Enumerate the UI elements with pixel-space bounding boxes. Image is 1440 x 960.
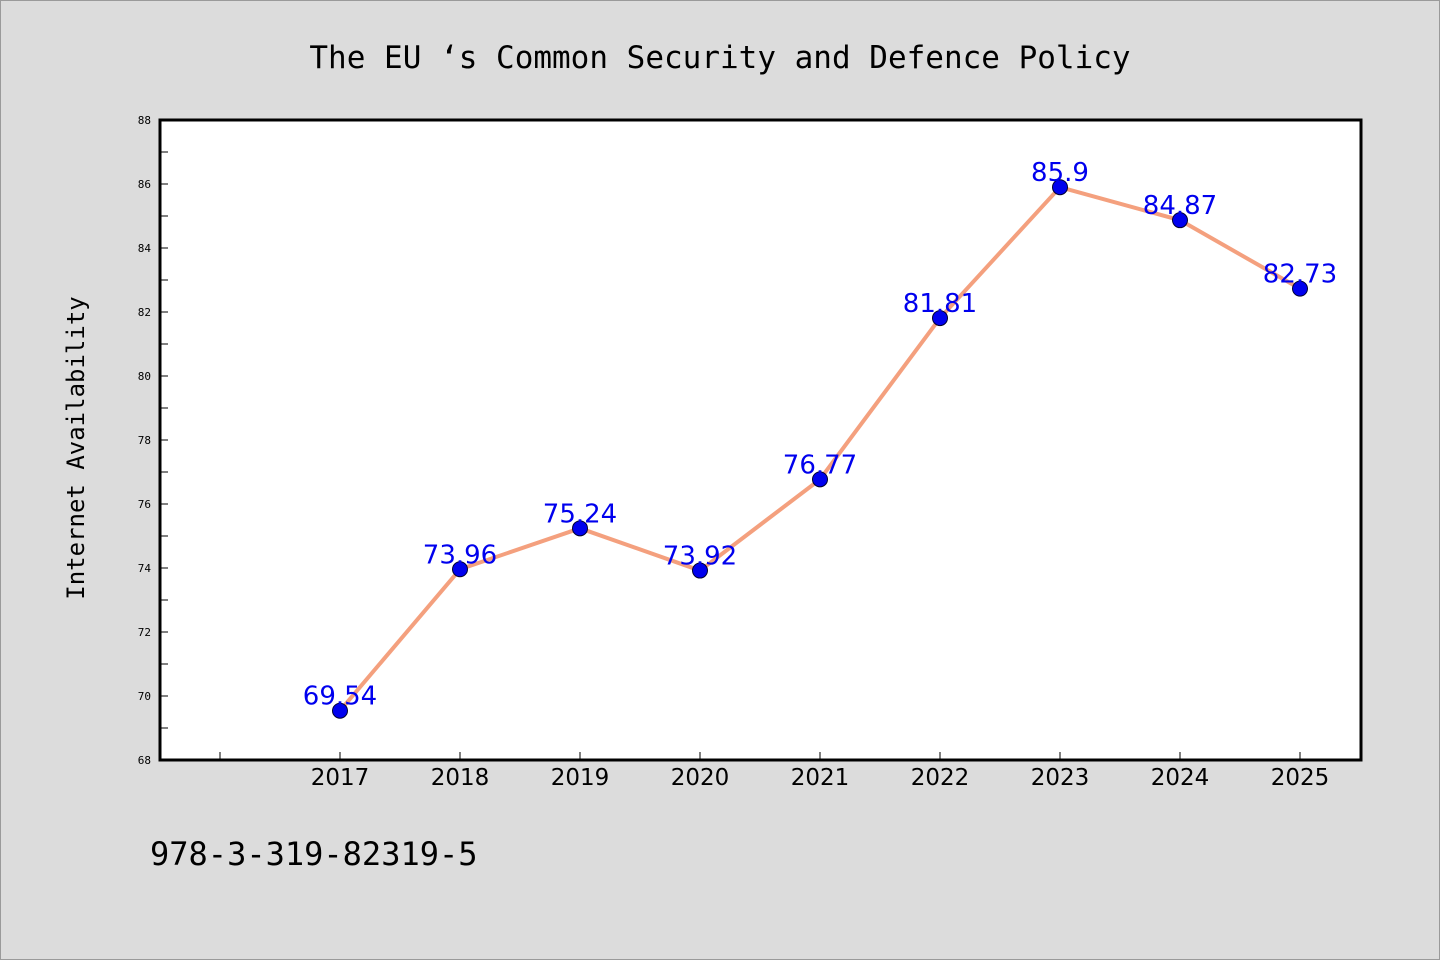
data-label-2022: 81.81 [903, 289, 977, 319]
y-tick-label: 82 [138, 306, 151, 319]
data-point-2019 [572, 520, 588, 537]
x-tick-label: 2017 [311, 765, 370, 791]
x-axis: 2017 2018 2019 2020 2021 2022 2023 2024 2025 [219, 752, 1330, 791]
y-tick-label: 86 [138, 178, 151, 191]
y-tick-label: 84 [138, 242, 152, 255]
markers-layer [332, 179, 1308, 719]
x-tick-label: 2018 [431, 765, 490, 791]
y-tick-label: 88 [138, 114, 151, 127]
x-tick-label: 2019 [551, 765, 610, 791]
data-point-2017 [332, 702, 348, 719]
data-point-2023 [1052, 179, 1068, 196]
data-point-2021 [812, 471, 828, 488]
y-tick-label: 76 [138, 498, 151, 511]
data-label-2018: 73.96 [423, 540, 497, 570]
x-tick-label: 2020 [671, 765, 730, 791]
data-label-2021: 76.77 [783, 450, 857, 480]
data-label-2024: 84.87 [1143, 191, 1217, 221]
data-label-2019: 75.24 [543, 499, 617, 529]
y-tick-label: 68 [138, 754, 151, 767]
data-label-2023: 85.9 [1031, 158, 1089, 188]
data-label-2017: 69.54 [303, 682, 377, 712]
data-point-2018 [452, 561, 468, 578]
isbn-footer: 978-3-319-82319-5 [150, 835, 478, 873]
y-axis: 68 70 72 74 76 78 80 82 84 86 88 [138, 114, 168, 767]
y-axis-label: Internet Availability [62, 296, 90, 599]
data-point-2020 [692, 562, 708, 579]
x-tick-label: 2023 [1031, 765, 1090, 791]
x-tick-label: 2025 [1271, 765, 1330, 791]
data-label-2025: 82.73 [1263, 260, 1337, 290]
data-point-2024 [1172, 212, 1188, 229]
data-point-2025 [1292, 280, 1308, 297]
y-tick-label: 70 [138, 690, 151, 703]
x-tick-label: 2022 [911, 765, 970, 791]
chart-title: The EU ‘s Common Security and Defence Po… [309, 40, 1130, 76]
y-tick-label: 78 [138, 434, 151, 447]
data-label-2020: 73.92 [663, 542, 737, 572]
y-tick-label: 80 [138, 370, 151, 383]
data-labels-layer: 69.54 73.96 75.24 73.92 76.77 81.81 85.9 84.87 8… [303, 158, 1337, 712]
plot-area [158, 118, 1363, 762]
x-tick-label: 2021 [791, 765, 850, 791]
x-tick-label: 2024 [1151, 765, 1210, 791]
y-tick-label: 74 [138, 562, 152, 575]
data-point-2022 [932, 310, 948, 327]
y-tick-label: 72 [138, 626, 151, 639]
